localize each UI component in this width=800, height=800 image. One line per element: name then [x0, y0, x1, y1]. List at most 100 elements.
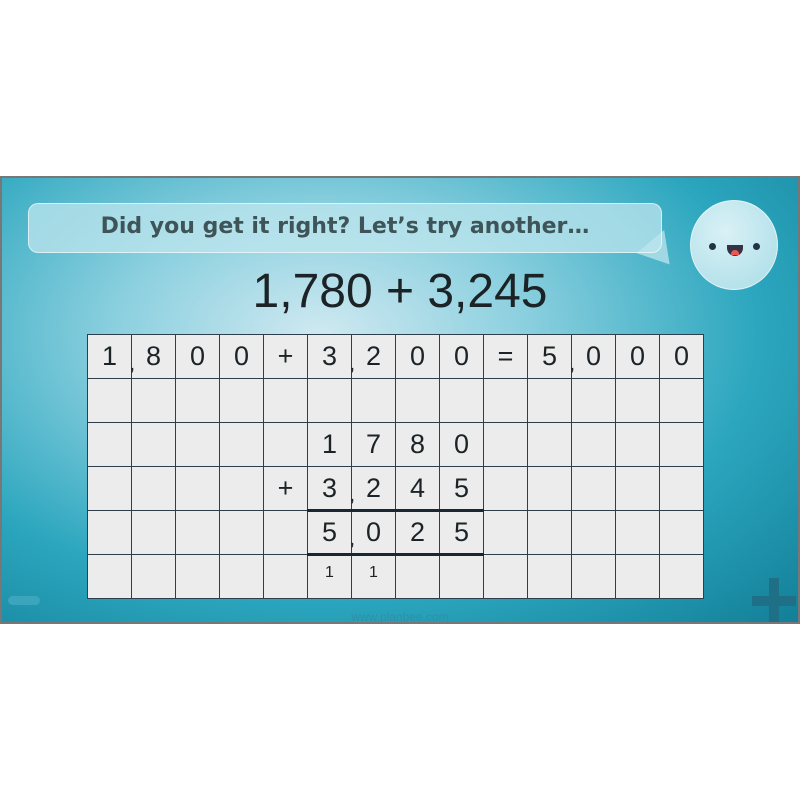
grid-cell	[175, 378, 220, 423]
thousands-comma: ,	[349, 484, 355, 506]
grid-cell: +	[263, 466, 308, 511]
grid-cell	[527, 422, 572, 467]
grid-cell	[483, 466, 528, 511]
grid-cell	[659, 510, 704, 555]
grid-cell	[87, 378, 132, 423]
grid-cell: 0	[439, 422, 484, 467]
carry-cell	[439, 554, 484, 599]
cell-value: 3	[321, 472, 338, 503]
grid-cell: 0	[615, 334, 660, 379]
grid-cell	[87, 422, 132, 467]
thousands-comma: ,	[129, 353, 135, 375]
cell-value: =	[497, 341, 514, 371]
grid-cell	[87, 466, 132, 511]
thousands-comma: ,	[349, 353, 355, 375]
cell-value: 7	[365, 429, 382, 459]
cell-value: 1	[369, 564, 378, 581]
slide: Did you get it right? Let’s try another……	[0, 176, 800, 624]
grid-cell: 2	[351, 466, 396, 512]
grid-cell	[219, 378, 264, 423]
cell-value: 5	[453, 517, 470, 547]
grid-cell	[615, 466, 660, 511]
carry-cell	[395, 554, 440, 599]
grid-cell	[219, 422, 264, 467]
grid-cell	[395, 378, 440, 423]
grid-cell	[615, 510, 660, 555]
grid-cell	[615, 422, 660, 467]
cell-value: 0	[365, 517, 382, 547]
cell-value: 5	[321, 517, 338, 547]
grid-cell	[571, 510, 616, 555]
grid-cell	[175, 466, 220, 511]
grid-cell: 0	[351, 510, 396, 556]
grid-cell	[131, 422, 176, 467]
grid-cell: 0	[219, 334, 264, 379]
cell-value: 2	[365, 341, 382, 371]
cell-value: 5	[541, 341, 558, 371]
grid-cell: 1,	[87, 334, 135, 379]
minus-icon[interactable]	[8, 596, 40, 605]
cell-value: 0	[453, 429, 470, 459]
carry-cell	[527, 554, 572, 599]
carry-cell	[483, 554, 528, 599]
grid-cell: 8	[395, 422, 440, 467]
grid-cell	[527, 510, 572, 555]
grid-cell: 0	[395, 334, 440, 379]
grid-cell	[87, 510, 132, 555]
grid-cell: 5	[439, 466, 484, 512]
grid-cell: 8	[131, 334, 176, 379]
cell-value: 5	[453, 472, 470, 503]
thousands-comma: ,	[349, 528, 355, 550]
addition-expression: 1,780 + 3,245	[252, 265, 548, 318]
grid-cell	[439, 378, 484, 423]
carry-cell	[615, 554, 660, 599]
grid-cell: 2	[395, 510, 440, 556]
carry-cell	[87, 554, 132, 599]
grid-cell	[131, 378, 176, 423]
cell-value: 0	[453, 341, 470, 371]
grid-cell	[263, 422, 308, 467]
grid-cell: 2	[351, 334, 396, 379]
carry-cell	[131, 554, 176, 599]
carry-cell: 1	[307, 554, 352, 599]
grid-cell	[307, 378, 352, 423]
grid-cell	[659, 422, 704, 467]
grid-cell: 5,	[527, 334, 575, 379]
place-value-grid: 1, 8 0 0 +3, 2 0 0 = 5, 0 0 0 1 7 8 0 +3, 2 4 5 5, 0 2 5 1 1	[87, 334, 704, 599]
grid-row	[87, 378, 704, 423]
grid-cell	[263, 510, 308, 555]
speech-bubble: Did you get it right? Let’s try another…	[28, 203, 662, 253]
eye-icon	[709, 243, 716, 250]
cell-value: 3	[321, 341, 338, 371]
cell-value: 8	[145, 341, 162, 371]
grid-cell	[659, 466, 704, 511]
cell-value: 0	[673, 341, 690, 371]
grid-cell	[483, 378, 528, 423]
grid-cell	[527, 466, 572, 511]
cell-value: 4	[409, 472, 426, 503]
footer-url: www.planbee.com	[351, 610, 449, 624]
carry-cell	[659, 554, 704, 599]
plus-icon[interactable]	[769, 578, 779, 622]
grid-cell: 5	[439, 510, 484, 556]
speech-bubble-text: Did you get it right? Let’s try another…	[100, 214, 590, 239]
grid-cell: 0	[175, 334, 220, 379]
cell-value: 0	[189, 341, 206, 371]
cell-value: 0	[585, 341, 602, 371]
grid-cell	[263, 378, 308, 423]
grid-cell	[351, 378, 396, 423]
grid-cell	[219, 466, 264, 511]
grid-cell	[483, 510, 528, 555]
carry-cell	[263, 554, 308, 599]
cell-value: 0	[233, 341, 250, 371]
cell-value: 1	[325, 564, 334, 581]
thousands-comma: ,	[569, 353, 575, 375]
grid-cell	[527, 378, 572, 423]
cell-value: +	[277, 473, 294, 503]
eye-icon	[753, 243, 760, 250]
grid-cell	[571, 422, 616, 467]
carry-cell	[571, 554, 616, 599]
grid-cell: 5,	[307, 510, 355, 556]
